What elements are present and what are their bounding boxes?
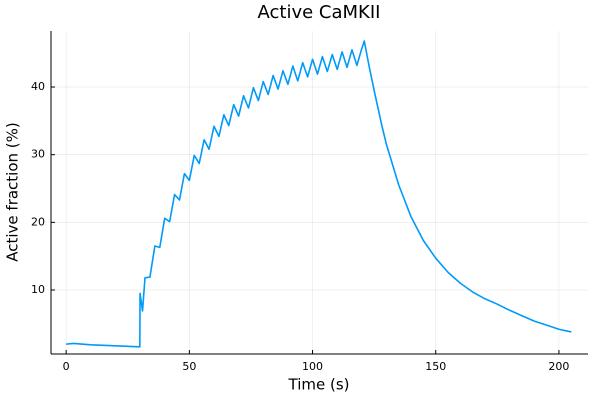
y-tick-label: 20 xyxy=(31,215,45,228)
y-axis-label: Active fraction (%) xyxy=(4,122,22,262)
y-tick-label: 10 xyxy=(31,283,45,296)
x-tick-label: 100 xyxy=(302,360,323,373)
x-axis-label: Time (s) xyxy=(288,376,350,394)
x-tick-label: 50 xyxy=(182,360,196,373)
y-tick-label: 40 xyxy=(31,80,45,93)
x-tick-label: 150 xyxy=(425,360,446,373)
y-tick-label: 30 xyxy=(31,148,45,161)
x-tick-label: 0 xyxy=(63,360,70,373)
x-tick-label: 200 xyxy=(548,360,569,373)
data-line xyxy=(66,40,572,348)
chart-title: Active CaMKII xyxy=(258,2,381,23)
